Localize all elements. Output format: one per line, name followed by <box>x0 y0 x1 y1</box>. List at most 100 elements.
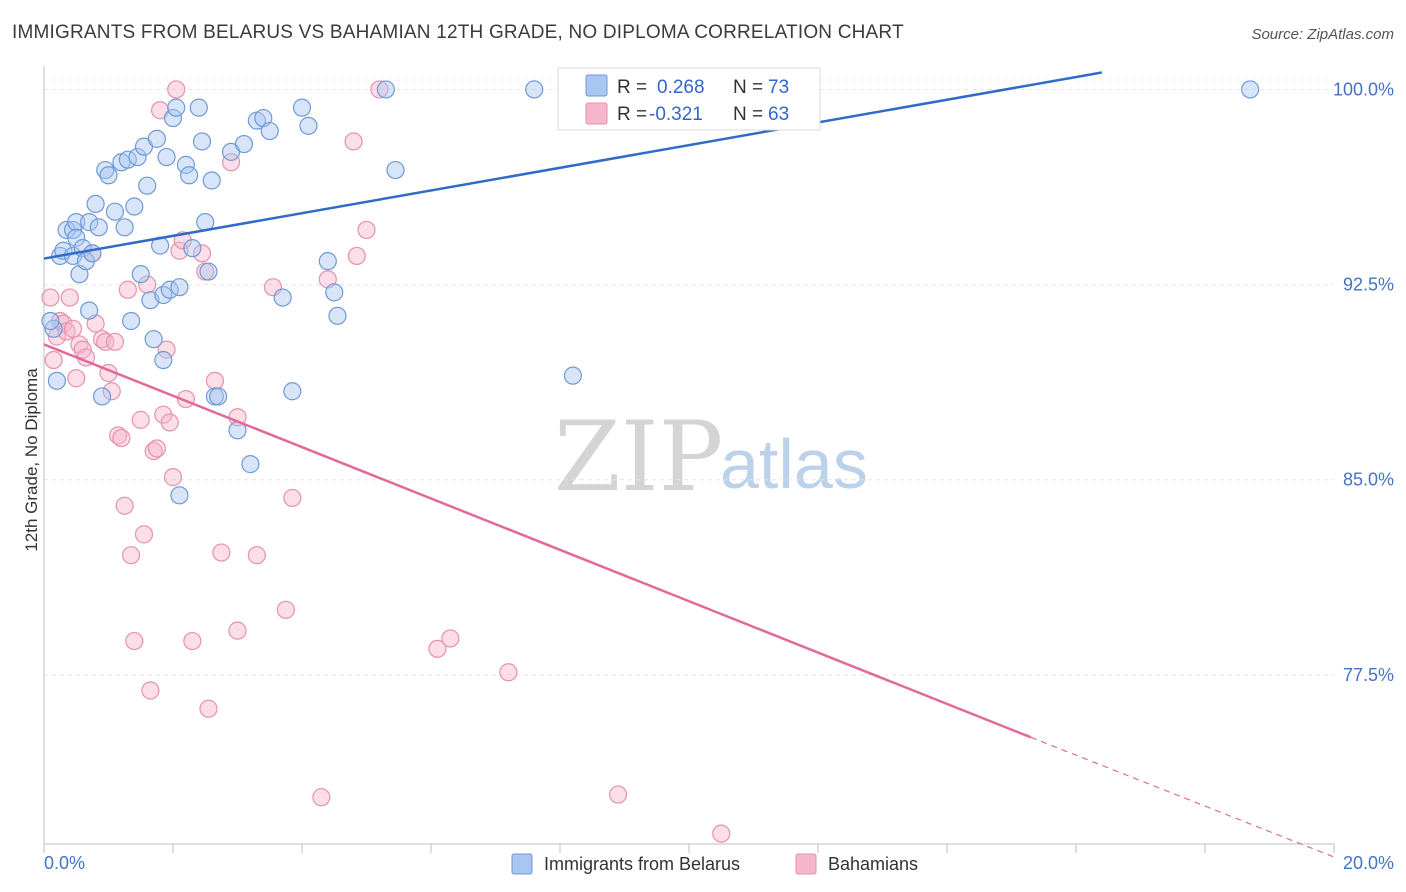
legend-n-value-belarus: 73 <box>768 77 789 98</box>
belarus-point-48 <box>199 262 218 281</box>
bahamians-point-34 <box>160 413 179 432</box>
watermark-atlas: atlas <box>720 425 868 503</box>
belarus-point-61 <box>292 98 312 117</box>
belarus-point-46 <box>192 132 212 151</box>
belarus-point-4 <box>57 220 76 240</box>
bahamians-point-55 <box>344 132 363 151</box>
belarus-point-29 <box>138 176 157 195</box>
watermark-zip: ZIP <box>554 401 723 513</box>
belarus-point-39 <box>167 98 186 117</box>
belarus-point-22 <box>115 218 134 237</box>
bahamians-point-64 <box>712 824 731 843</box>
belarus-point-45 <box>189 98 208 117</box>
y-tick-label-1: 92.5% <box>1343 275 1394 295</box>
belarus-point-55 <box>241 455 260 474</box>
belarus-point-71 <box>1241 80 1260 99</box>
bahamians-point-57 <box>357 220 376 240</box>
bahamians-point-43 <box>199 699 218 718</box>
belarus-point-18 <box>96 160 115 180</box>
bahamians-point-30 <box>147 439 166 458</box>
belarus-point-8 <box>67 228 86 247</box>
bahamians-point-59 <box>428 639 447 658</box>
belarus-point-7 <box>67 213 86 232</box>
belarus-point-59 <box>273 288 292 307</box>
x-tick-label-min: 0.0% <box>44 853 85 873</box>
bahamians-point-61 <box>499 663 518 682</box>
belarus-point-32 <box>147 129 166 148</box>
y-tick-label-0: 100.0% <box>1333 79 1394 99</box>
bottom-legend-swatch-belarus <box>511 853 533 875</box>
belarus-point-36 <box>157 147 176 167</box>
bahamians-point-22 <box>118 280 137 299</box>
belarus-point-16 <box>89 218 108 237</box>
belarus-point-49 <box>202 171 221 190</box>
bahamians-point-26 <box>134 525 154 544</box>
bahamians-point-23 <box>121 546 141 565</box>
y-tick-label-2: 85.0% <box>1343 470 1394 490</box>
belarus-point-13 <box>80 301 99 320</box>
bahamians-point-47 <box>228 621 247 640</box>
bahamians-point-1 <box>44 350 63 370</box>
legend-r-value-belarus: 0.268 <box>657 77 705 98</box>
gridlines <box>44 79 1334 676</box>
legend-r-label-bahamians: R = <box>617 104 647 125</box>
belarus-point-54 <box>234 134 254 154</box>
series-bahamians-points <box>41 80 731 843</box>
belarus-point-15 <box>86 194 105 214</box>
chart-title: IMMIGRANTS FROM BELARUS VS BAHAMIAN 12TH… <box>12 22 904 43</box>
belarus-point-69 <box>563 366 583 385</box>
bottom-legend-swatch-bahamians <box>795 853 817 875</box>
bahamians-point-58 <box>370 80 389 99</box>
legend-swatch-bahamians <box>585 102 608 125</box>
bahamians-point-18 <box>105 332 125 351</box>
belarus-point-17 <box>92 387 112 406</box>
bahamians-point-44 <box>205 371 225 390</box>
belarus-point-67 <box>386 160 405 180</box>
belarus-point-38 <box>163 108 183 128</box>
bahamians-point-53 <box>312 788 331 807</box>
belarus-point-58 <box>260 121 279 141</box>
belarus-point-44 <box>183 239 202 258</box>
bahamians-point-0 <box>41 288 60 307</box>
y-tick-label-3: 77.5% <box>1343 665 1394 685</box>
bahamians-point-52 <box>283 488 302 508</box>
bahamians-point-56 <box>347 246 366 266</box>
belarus-point-25 <box>125 197 144 216</box>
belarus-point-14 <box>83 244 102 263</box>
bahamians-trend-line-extension <box>1030 736 1335 858</box>
legend-r-label-belarus: R = <box>617 77 647 98</box>
bahamians-point-21 <box>115 496 134 515</box>
belarus-point-34 <box>154 350 173 370</box>
bahamians-point-62 <box>608 785 628 804</box>
y-tick-labels: 100.0% 92.5% 85.0% 77.5% <box>1333 79 1394 684</box>
bahamians-point-40 <box>183 631 202 651</box>
bahamians-point-36 <box>167 80 186 99</box>
bahamians-point-33 <box>157 340 176 359</box>
x-ticks <box>43 844 1335 853</box>
belarus-point-31 <box>144 330 163 349</box>
belarus-point-43 <box>180 166 199 185</box>
legend-n-value-bahamians: 63 <box>768 104 789 125</box>
bahamians-point-6 <box>60 288 79 307</box>
bahamians-point-25 <box>131 410 150 429</box>
belarus-point-51 <box>209 387 228 406</box>
belarus-point-24 <box>121 311 141 331</box>
bottom-legend: Immigrants from Belarus Bahamians <box>511 853 918 875</box>
bahamians-trend-line <box>43 343 1032 739</box>
belarus-point-42 <box>176 155 195 174</box>
bottom-legend-label-bahamians: Bahamians <box>828 854 918 874</box>
bahamians-point-17 <box>102 382 121 401</box>
bahamians-point-60 <box>441 629 460 648</box>
belarus-point-19 <box>99 166 118 185</box>
bahamians-point-7 <box>63 319 83 338</box>
legend-n-label-bahamians: N = <box>733 104 763 125</box>
belarus-point-68 <box>525 80 544 99</box>
bahamians-point-15 <box>96 332 115 351</box>
belarus-point-26 <box>128 147 147 167</box>
belarus-point-63 <box>318 252 337 271</box>
y-axis-label: 12th Grade, No Diploma <box>22 368 41 552</box>
belarus-point-62 <box>299 116 318 135</box>
bottom-legend-label-belarus: Immigrants from Belarus <box>544 854 740 874</box>
chart-source: Source: ZipAtlas.com <box>1251 26 1394 43</box>
bahamians-point-35 <box>163 468 183 487</box>
